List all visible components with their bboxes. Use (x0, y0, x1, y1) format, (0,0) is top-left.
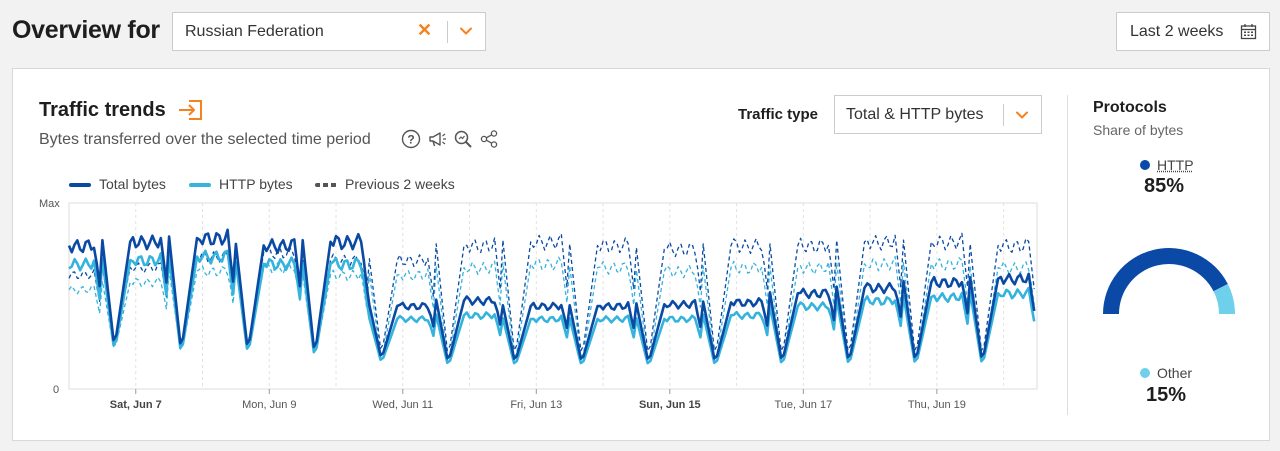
series-total-bytes[interactable] (67, 228, 1036, 360)
legend-swatch (189, 183, 211, 187)
x-tick-label: Tue, Jun 17 (775, 399, 833, 411)
legend-swatch (315, 183, 337, 187)
panel-divider (1067, 95, 1068, 415)
traffic-type-label: Traffic type (738, 106, 819, 123)
other-dot-icon (1140, 368, 1150, 378)
chevron-down-icon[interactable] (1014, 107, 1030, 123)
gauge-segment-http[interactable] (1103, 248, 1228, 314)
traffic-chart[interactable]: Max 0 Sat, Jun 7 Mon, Jun 9 Wed, Jun 11 Fri… (13, 194, 1053, 424)
protocols-subtitle: Share of bytes (1093, 122, 1184, 138)
select-separator (1003, 104, 1004, 126)
open-in-panel-icon[interactable] (177, 98, 205, 122)
x-tick-label: Sun, Jun 15 (639, 399, 701, 411)
close-icon[interactable]: ✕ (417, 20, 433, 40)
legend-label: HTTP bytes (219, 176, 293, 192)
svg-text:?: ? (407, 133, 414, 147)
traffic-type-select[interactable]: Total & HTTP bytes (834, 95, 1042, 134)
other-label-text: Other (1157, 365, 1193, 381)
location-value: Russian Federation (185, 23, 324, 40)
traffic-type-value: Total & HTTP bytes (846, 106, 984, 123)
location-select[interactable]: Russian Federation ✕ (172, 12, 486, 51)
x-tick-label: Sat, Jun 7 (110, 399, 162, 411)
select-separator (447, 21, 448, 43)
series-previous-http[interactable] (68, 255, 1035, 359)
http-dot-icon (1140, 160, 1150, 170)
traffic-trends-subtitle: Bytes transferred over the selected time… (39, 131, 371, 148)
series-layer (67, 228, 1036, 365)
series-http-bytes[interactable] (68, 249, 1036, 365)
legend-swatch (69, 183, 91, 187)
y-axis-max-label: Max (39, 198, 60, 210)
protocols-title: Protocols (1093, 99, 1167, 116)
other-legend[interactable]: Other (1140, 365, 1192, 381)
date-range-button[interactable]: Last 2 weeks (1116, 12, 1270, 51)
date-range-label: Last 2 weeks (1130, 23, 1224, 40)
y-axis-zero-label: 0 (53, 384, 59, 396)
help-icon[interactable]: ? (401, 129, 421, 149)
share-icon[interactable] (479, 129, 499, 149)
grid-lines (135, 203, 1005, 389)
x-axis-ticks: Sat, Jun 7 Mon, Jun 9 Wed, Jun 11 Fri, Jun … (110, 389, 966, 411)
http-legend[interactable]: HTTP (1140, 157, 1194, 173)
legend-label: Previous 2 weeks (345, 176, 455, 192)
megaphone-icon[interactable] (427, 129, 447, 149)
http-label-text: HTTP (1157, 157, 1194, 173)
calendar-icon (1240, 24, 1257, 40)
protocol-gauge[interactable] (1099, 244, 1239, 324)
x-tick-label: Wed, Jun 11 (372, 399, 433, 411)
traffic-card: Traffic trends Bytes transferred over th… (12, 68, 1270, 441)
zoom-icon[interactable] (453, 129, 473, 149)
page-title: Overview for (12, 16, 160, 44)
top-bar: Overview for Russian Federation ✕ Last 2… (0, 0, 1280, 64)
plot-frame (68, 202, 1038, 390)
gauge-segment-other[interactable] (1213, 284, 1235, 314)
other-percentage: 15% (1146, 384, 1187, 406)
x-tick-label: Mon, Jun 9 (242, 399, 296, 411)
x-tick-label: Fri, Jun 13 (510, 399, 562, 411)
traffic-trends-title: Traffic trends (39, 99, 166, 121)
chevron-down-icon[interactable] (458, 23, 474, 39)
http-percentage: 85% (1144, 175, 1185, 197)
series-previous-total[interactable] (68, 232, 1035, 352)
legend-label: Total bytes (99, 176, 166, 192)
x-tick-label: Thu, Jun 19 (908, 399, 966, 411)
